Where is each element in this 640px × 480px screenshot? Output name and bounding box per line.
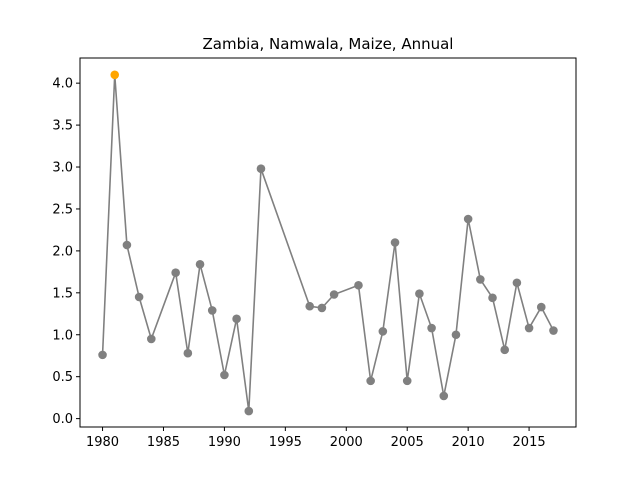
data-point [536,302,546,312]
data-point [549,326,558,335]
data-point [195,260,205,269]
data-point [451,330,461,340]
data-point [171,268,180,277]
y-tick-label: 1.5 [52,286,73,301]
y-tick-label: 0.5 [52,370,73,385]
data-point [439,391,449,401]
data-point [329,290,339,299]
chart-title: Zambia, Namwala, Maize, Annual [203,35,454,53]
data-point [146,334,156,344]
data-point [134,292,144,302]
axes-frame [79,57,577,428]
y-tick-label: 3.5 [52,119,73,134]
data-point [232,314,241,324]
x-tick-label: 2005 [391,435,424,450]
data-point [354,280,363,290]
data-point [378,327,388,336]
data-point [415,289,424,298]
data-point [317,303,327,313]
data-point [476,275,485,284]
y-tick-label: 3.0 [52,161,73,176]
data-point [305,301,315,311]
highlighted-point [110,70,120,80]
data-point [524,323,534,333]
data-point [488,293,497,303]
y-tick-label: 2.5 [52,202,73,217]
data-point [366,376,375,386]
data-point [256,164,266,173]
x-tick-label: 2015 [513,435,546,450]
x-tick-label: 1990 [208,435,241,450]
data-point [207,306,217,315]
data-point [500,345,510,355]
data-point [183,348,193,358]
data-point [427,323,436,333]
y-tick-label: 0.0 [52,412,73,427]
x-tick-label: 1995 [269,435,302,450]
data-point [390,238,400,247]
data-point [512,278,522,288]
y-tick-label: 2.0 [52,244,73,259]
data-point [463,214,473,224]
x-tick-label: 2000 [330,435,363,450]
y-tick-label: 4.0 [52,77,73,92]
data-point [98,350,107,360]
data-point [122,240,132,250]
x-tick-label: 1980 [86,435,119,450]
data-point [220,370,229,380]
plot-area: 1980 1985 1990 1995 2000 2005 2010 2015 0.0 0.5 1.… [52,57,577,450]
x-tick-label: 1985 [147,435,180,450]
data-point [402,376,412,386]
x-tick-label: 2010 [452,435,485,450]
y-tick-label: 1.0 [52,328,73,343]
data-point [244,406,254,416]
